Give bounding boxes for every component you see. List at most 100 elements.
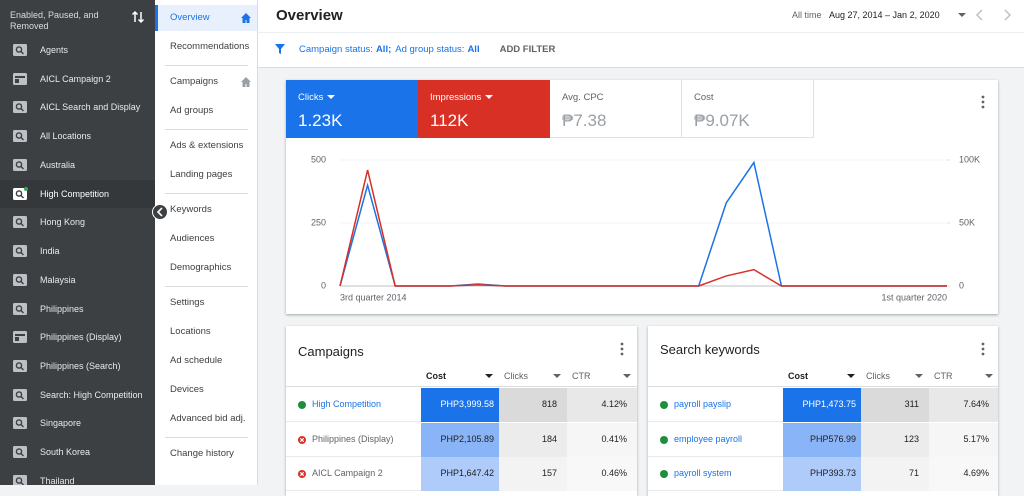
row-name[interactable]: employee payroll (674, 433, 743, 444)
sidebar-item[interactable]: All Locations (0, 122, 155, 150)
row-name[interactable]: payroll payslip (674, 399, 732, 409)
sidebar-item[interactable]: AICL Campaign 2 (0, 65, 155, 93)
cell-text: PHP393.73 (809, 468, 856, 478)
filter-label[interactable]: Campaign status: (299, 44, 373, 55)
scorecard[interactable]: Avg. CPC ₱7.38 (550, 80, 682, 138)
sidebar-item[interactable]: Agents (0, 36, 155, 64)
campaigns-card: Campaigns Cost Clicks CTR High Competition PH… (286, 326, 637, 496)
sidebar-item[interactable]: Singapore (0, 409, 155, 437)
nav-item[interactable]: Overview (155, 5, 257, 31)
row-name[interactable]: payroll system (674, 468, 732, 478)
sidebar-item[interactable]: High Competition (0, 179, 155, 208)
icon-glyph (20, 194, 24, 199)
icon-box (13, 417, 27, 430)
sidebar-item[interactable]: Philippines (Display) (0, 323, 155, 351)
icon-glyph (20, 51, 24, 55)
column-header[interactable]: Cost (426, 371, 446, 381)
item-label: Malaysia (40, 274, 76, 285)
filter-icon[interactable] (274, 43, 286, 55)
cell-cost: PHP1,647.42 (421, 457, 499, 491)
metric-dropdown (327, 95, 335, 99)
status-enabled (298, 401, 306, 409)
icon-glyph (20, 280, 24, 285)
column-header[interactable]: Clicks (866, 371, 890, 381)
row-name[interactable]: AICL Campaign 2 (312, 468, 383, 478)
nav-item[interactable]: Settings (155, 290, 257, 316)
row-name[interactable]: High Competition (312, 399, 382, 409)
cell-cost: PHP1,473.75 (783, 388, 861, 422)
nav-item[interactable]: Locations (155, 319, 257, 345)
nav-item[interactable]: Keywords (155, 197, 257, 223)
icon-glyph (15, 337, 19, 342)
cell-ctr: 4.12% (567, 388, 637, 422)
nav-label: Landing pages (170, 169, 233, 180)
icon-box (13, 158, 27, 171)
collapse-button[interactable] (152, 204, 168, 220)
sidebar-item[interactable]: Thailand (0, 467, 155, 485)
nav-item[interactable]: Demographics (155, 255, 257, 281)
status-icon (660, 401, 668, 409)
more-menu[interactable] (978, 95, 988, 109)
filter-value[interactable]: All (467, 44, 480, 55)
sidebar-item[interactable]: Search: High Competition (0, 381, 155, 409)
nav-item[interactable]: Campaigns (155, 69, 257, 95)
nav-item[interactable]: Advanced bid adj. (155, 406, 257, 432)
nav-item[interactable]: Audiences (155, 226, 257, 252)
column-header[interactable]: CTR (934, 371, 953, 381)
nav-item[interactable]: Ad schedule (155, 348, 257, 374)
icon-glyph (15, 304, 23, 312)
menu-dot (981, 347, 985, 351)
scorecard[interactable]: Impressions 112K (418, 80, 550, 138)
y-tick-label: 500 (311, 154, 326, 164)
sidebar-item[interactable]: South Korea (0, 438, 155, 466)
sort-arrow (985, 374, 993, 378)
column-header[interactable]: CTR (572, 371, 591, 381)
cell-ctr: 5.17% (929, 422, 998, 457)
item-label: South Korea (40, 447, 91, 458)
filter-label[interactable]: Ad group status: (395, 44, 465, 55)
column-header[interactable]: Cost (788, 371, 808, 381)
scorecard[interactable]: Cost ₱9.07K (682, 80, 814, 138)
column-header[interactable]: Clicks (504, 371, 528, 381)
header-rule (286, 386, 637, 387)
nav-label: Audiences (170, 233, 215, 244)
nav-divider (165, 129, 248, 130)
sidebar-item[interactable]: AICL Search and Display (0, 93, 155, 121)
date-dropdown[interactable] (957, 11, 967, 19)
item-icon (13, 446, 27, 459)
sidebar-item[interactable]: Philippines (0, 295, 155, 323)
add-filter[interactable]: ADD FILTER (499, 44, 556, 55)
nav-divider (165, 286, 248, 287)
sidebar-item[interactable]: India (0, 237, 155, 265)
sidebar-item[interactable]: Malaysia (0, 266, 155, 294)
sort-icon[interactable] (131, 10, 145, 24)
nav-label: Ads & extensions (170, 140, 244, 151)
nav-item[interactable]: Change history (155, 441, 257, 467)
scorecard-label: Clicks (298, 92, 324, 103)
item-icon (13, 360, 27, 373)
sort-arrow (485, 374, 493, 378)
nav-item[interactable]: Devices (155, 377, 257, 403)
scorecard-label: Cost (694, 92, 714, 103)
keywords-card: Search keywords Cost Clicks CTR payroll pays… (648, 326, 998, 496)
sidebar: Enabled, Paused, and Removed Agents AICL … (0, 0, 155, 485)
nav-item[interactable]: Ad groups (155, 98, 257, 124)
sort-glyph (623, 374, 631, 378)
item-label: Hong Kong (40, 217, 86, 228)
nav-item[interactable]: Ads & extensions (155, 133, 257, 159)
sidebar-item[interactable]: Australia (0, 151, 155, 179)
row-name[interactable]: Philippines (Display) (312, 433, 394, 444)
prev-arrow[interactable] (975, 9, 985, 21)
date-label: All time (792, 10, 822, 20)
nav-item[interactable]: Recommendations (155, 34, 257, 60)
cell-text: PHP576.99 (809, 433, 856, 444)
date-range[interactable]: Aug 27, 2014 – Jan 2, 2020 (829, 10, 940, 20)
filter-value[interactable]: All; (375, 44, 392, 55)
sidebar-item[interactable]: Philippines (Search) (0, 352, 155, 380)
nav-item[interactable]: Landing pages (155, 162, 257, 188)
sidebar-item[interactable]: Hong Kong (0, 208, 155, 236)
icon-glyph (15, 161, 23, 168)
nav-label: Demographics (170, 262, 232, 273)
scorecard[interactable]: Clicks 1.23K (286, 80, 418, 138)
next-arrow[interactable] (1002, 9, 1012, 21)
